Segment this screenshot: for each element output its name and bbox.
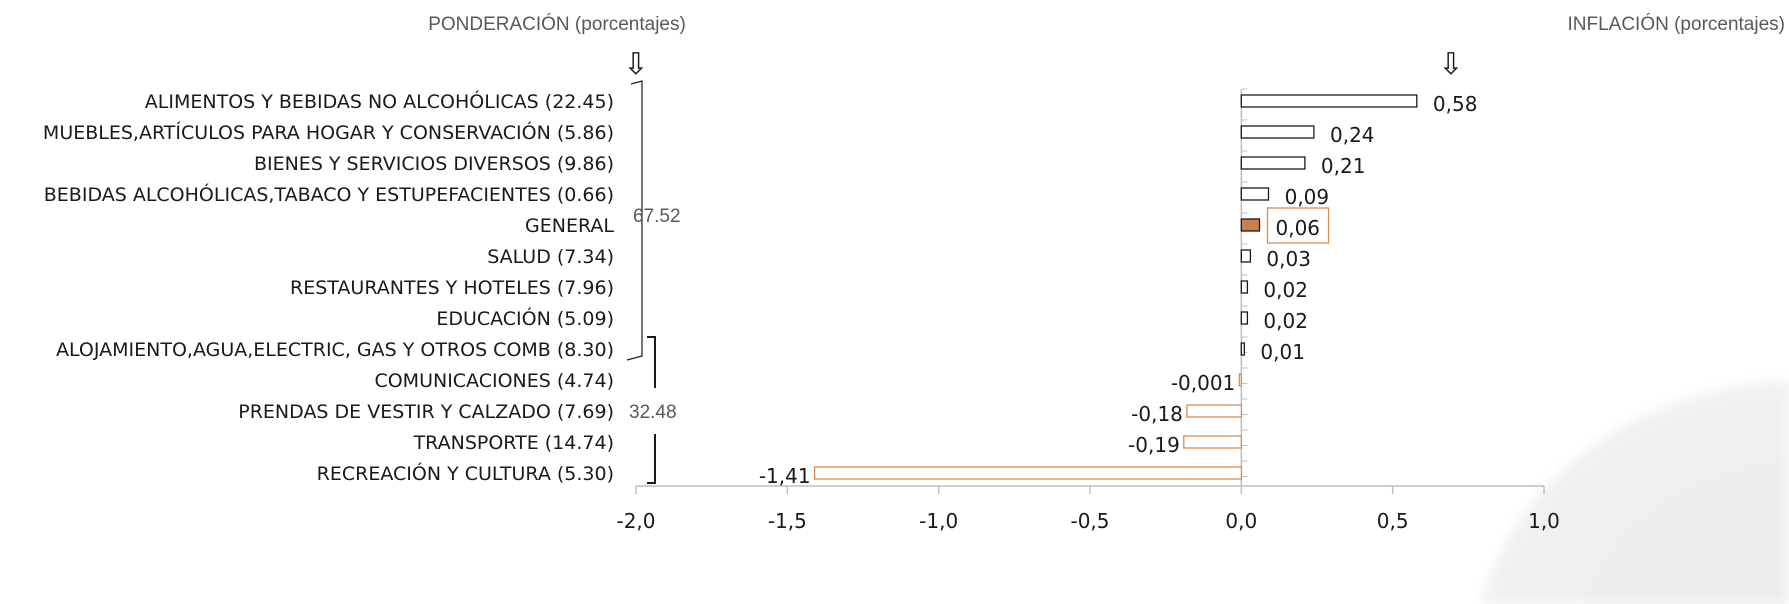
- x-tick-label: -0,5: [1070, 509, 1109, 533]
- bar: [1240, 187, 1270, 201]
- bar: [1240, 156, 1306, 170]
- group-bracket: [647, 434, 656, 484]
- bar: [1240, 94, 1418, 108]
- bar: [813, 466, 1243, 480]
- category-label: BEBIDAS ALCOHÓLICAS,TABACO Y ESTUPEFACIE…: [44, 182, 614, 206]
- group-brackets: 67.52 32.48: [626, 80, 681, 484]
- bar: [1238, 373, 1242, 387]
- bars: [813, 94, 1418, 480]
- category-label: ALIMENTOS Y BEBIDAS NO ALCOHÓLICAS (22.4…: [145, 89, 614, 113]
- category-label: RECREACIÓN Y CULTURA (5.30): [317, 461, 614, 485]
- group-weight-label: 32.48: [629, 402, 677, 423]
- category-label: SALUD (7.34): [487, 246, 614, 268]
- weight-header: PONDERACIÓN (porcentajes): [428, 13, 686, 35]
- inflation-down-arrow-icon: ⇩: [1438, 47, 1463, 82]
- category-label: COMUNICACIONES (4.74): [374, 370, 614, 392]
- category-labels: ALIMENTOS Y BEBIDAS NO ALCOHÓLICAS (22.4…: [43, 89, 614, 485]
- x-tick-label: 0,0: [1225, 509, 1257, 533]
- category-label: MUEBLES,ARTÍCULOS PARA HOGAR Y CONSERVAC…: [43, 120, 614, 144]
- category-label: GENERAL: [525, 215, 614, 237]
- category-label: TRANSPORTE (14.74): [413, 432, 614, 454]
- value-label: -1,41: [759, 464, 811, 488]
- value-label: 0,24: [1330, 123, 1375, 147]
- inflation-header: INFLACIÓN (porcentajes): [1567, 13, 1785, 35]
- bar: [1240, 125, 1315, 139]
- bar: [1240, 311, 1249, 325]
- value-label: -0,19: [1128, 433, 1180, 457]
- value-labels: 0,58 0,24 0,21 0,09 0,06 0,03 0,02 0,02 0,01 -0,0…: [759, 92, 1478, 488]
- category-label: PRENDAS DE VESTIR Y CALZADO (7.69): [238, 401, 614, 423]
- category-label: RESTAURANTES Y HOTELES (7.96): [290, 277, 614, 299]
- x-tick-labels: -2,0 -1,5 -1,0 -0,5 0,0 0,5 1,0: [616, 509, 1559, 533]
- bar: [1240, 280, 1249, 294]
- value-label: -0,18: [1131, 402, 1183, 426]
- value-label: 0,06: [1276, 216, 1321, 240]
- value-label: 0,02: [1263, 309, 1308, 333]
- category-label: BIENES Y SERVICIOS DIVERSOS (9.86): [254, 153, 614, 175]
- value-label: 0,09: [1285, 185, 1330, 209]
- category-label: EDUCACIÓN (5.09): [436, 306, 614, 330]
- bar: [1183, 435, 1242, 449]
- x-tick-label: 1,0: [1528, 509, 1560, 533]
- value-label: 0,02: [1263, 278, 1308, 302]
- value-label: 0,21: [1321, 154, 1366, 178]
- bar: [1186, 404, 1243, 418]
- axes: [635, 88, 1545, 494]
- bar: [1240, 342, 1245, 356]
- value-label: 0,01: [1260, 340, 1305, 364]
- x-tick-label: -1,0: [919, 509, 958, 533]
- x-tick-label: -2,0: [616, 509, 655, 533]
- watermark-emblem: [1480, 380, 1789, 604]
- x-tick-label: -1,5: [768, 509, 807, 533]
- bar: [1240, 249, 1252, 263]
- x-tick-label: 0,5: [1377, 509, 1409, 533]
- category-label: ALOJAMIENTO,AGUA,ELECTRIC, GAS Y OTROS C…: [56, 339, 614, 361]
- value-label: -0,001: [1171, 371, 1235, 395]
- highlight-box: [1266, 207, 1330, 244]
- value-label: 0,58: [1433, 92, 1478, 116]
- weight-down-arrow-icon: ⇩: [623, 47, 648, 82]
- group-bracket: [647, 336, 656, 388]
- value-label: 0,03: [1266, 247, 1311, 271]
- group-weight-label: 67.52: [633, 206, 681, 227]
- bar: [1240, 218, 1261, 232]
- group-bracket: [626, 80, 643, 361]
